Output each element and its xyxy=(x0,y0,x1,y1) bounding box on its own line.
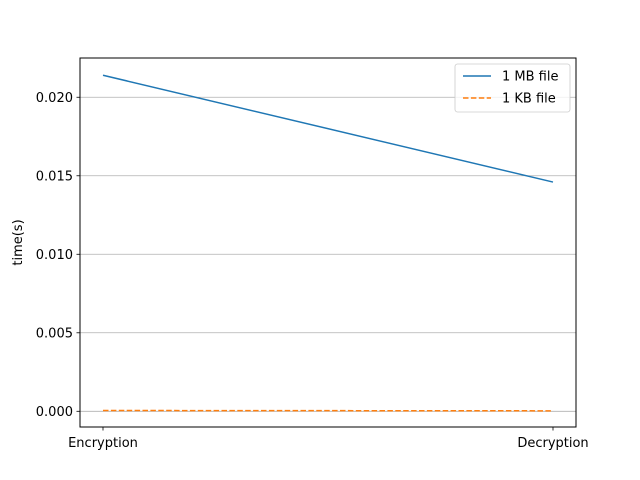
x-tick-label: Decryption xyxy=(517,436,588,451)
legend: 1 MB file 1 KB file xyxy=(454,63,571,113)
grid-lines xyxy=(80,96,576,412)
x-tick-label: Encryption xyxy=(68,436,138,451)
y-axis-ticks: 0.000 0.005 0.010 0.015 0.020 xyxy=(36,91,80,420)
x-axis-ticks: Encryption Decryption xyxy=(68,427,589,451)
y-tick-label: 0.020 xyxy=(36,91,73,106)
legend-label: 1 MB file xyxy=(502,70,558,85)
series-lines xyxy=(102,74,554,412)
plot-frame xyxy=(79,57,577,428)
legend-label: 1 KB file xyxy=(502,92,556,107)
y-axis-label: time(s) xyxy=(11,219,26,265)
series-line-1 xyxy=(102,74,554,183)
y-tick-label: 0.015 xyxy=(36,169,73,184)
y-tick-label: 0.010 xyxy=(36,248,73,263)
y-tick-label: 0.005 xyxy=(36,326,73,341)
y-tick-label: 0.000 xyxy=(36,405,73,420)
